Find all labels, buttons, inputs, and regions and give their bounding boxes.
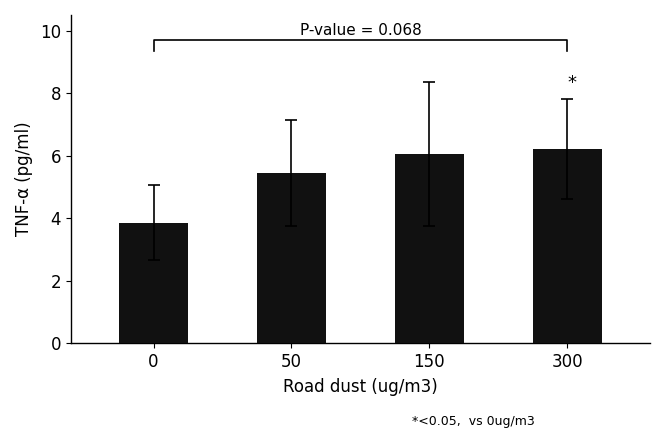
Bar	[119, 223, 188, 343]
Text: *: *	[567, 73, 577, 92]
Y-axis label: TNF-α (pg/ml): TNF-α (pg/ml)	[15, 122, 33, 236]
Bar	[533, 149, 602, 343]
Bar	[257, 173, 326, 343]
Text: P-value = 0.068: P-value = 0.068	[299, 24, 421, 38]
Bar	[395, 154, 464, 343]
X-axis label: Road dust (ug/m3): Road dust (ug/m3)	[283, 378, 438, 396]
Text: *<0.05,  vs 0ug/m3: *<0.05, vs 0ug/m3	[412, 415, 535, 428]
